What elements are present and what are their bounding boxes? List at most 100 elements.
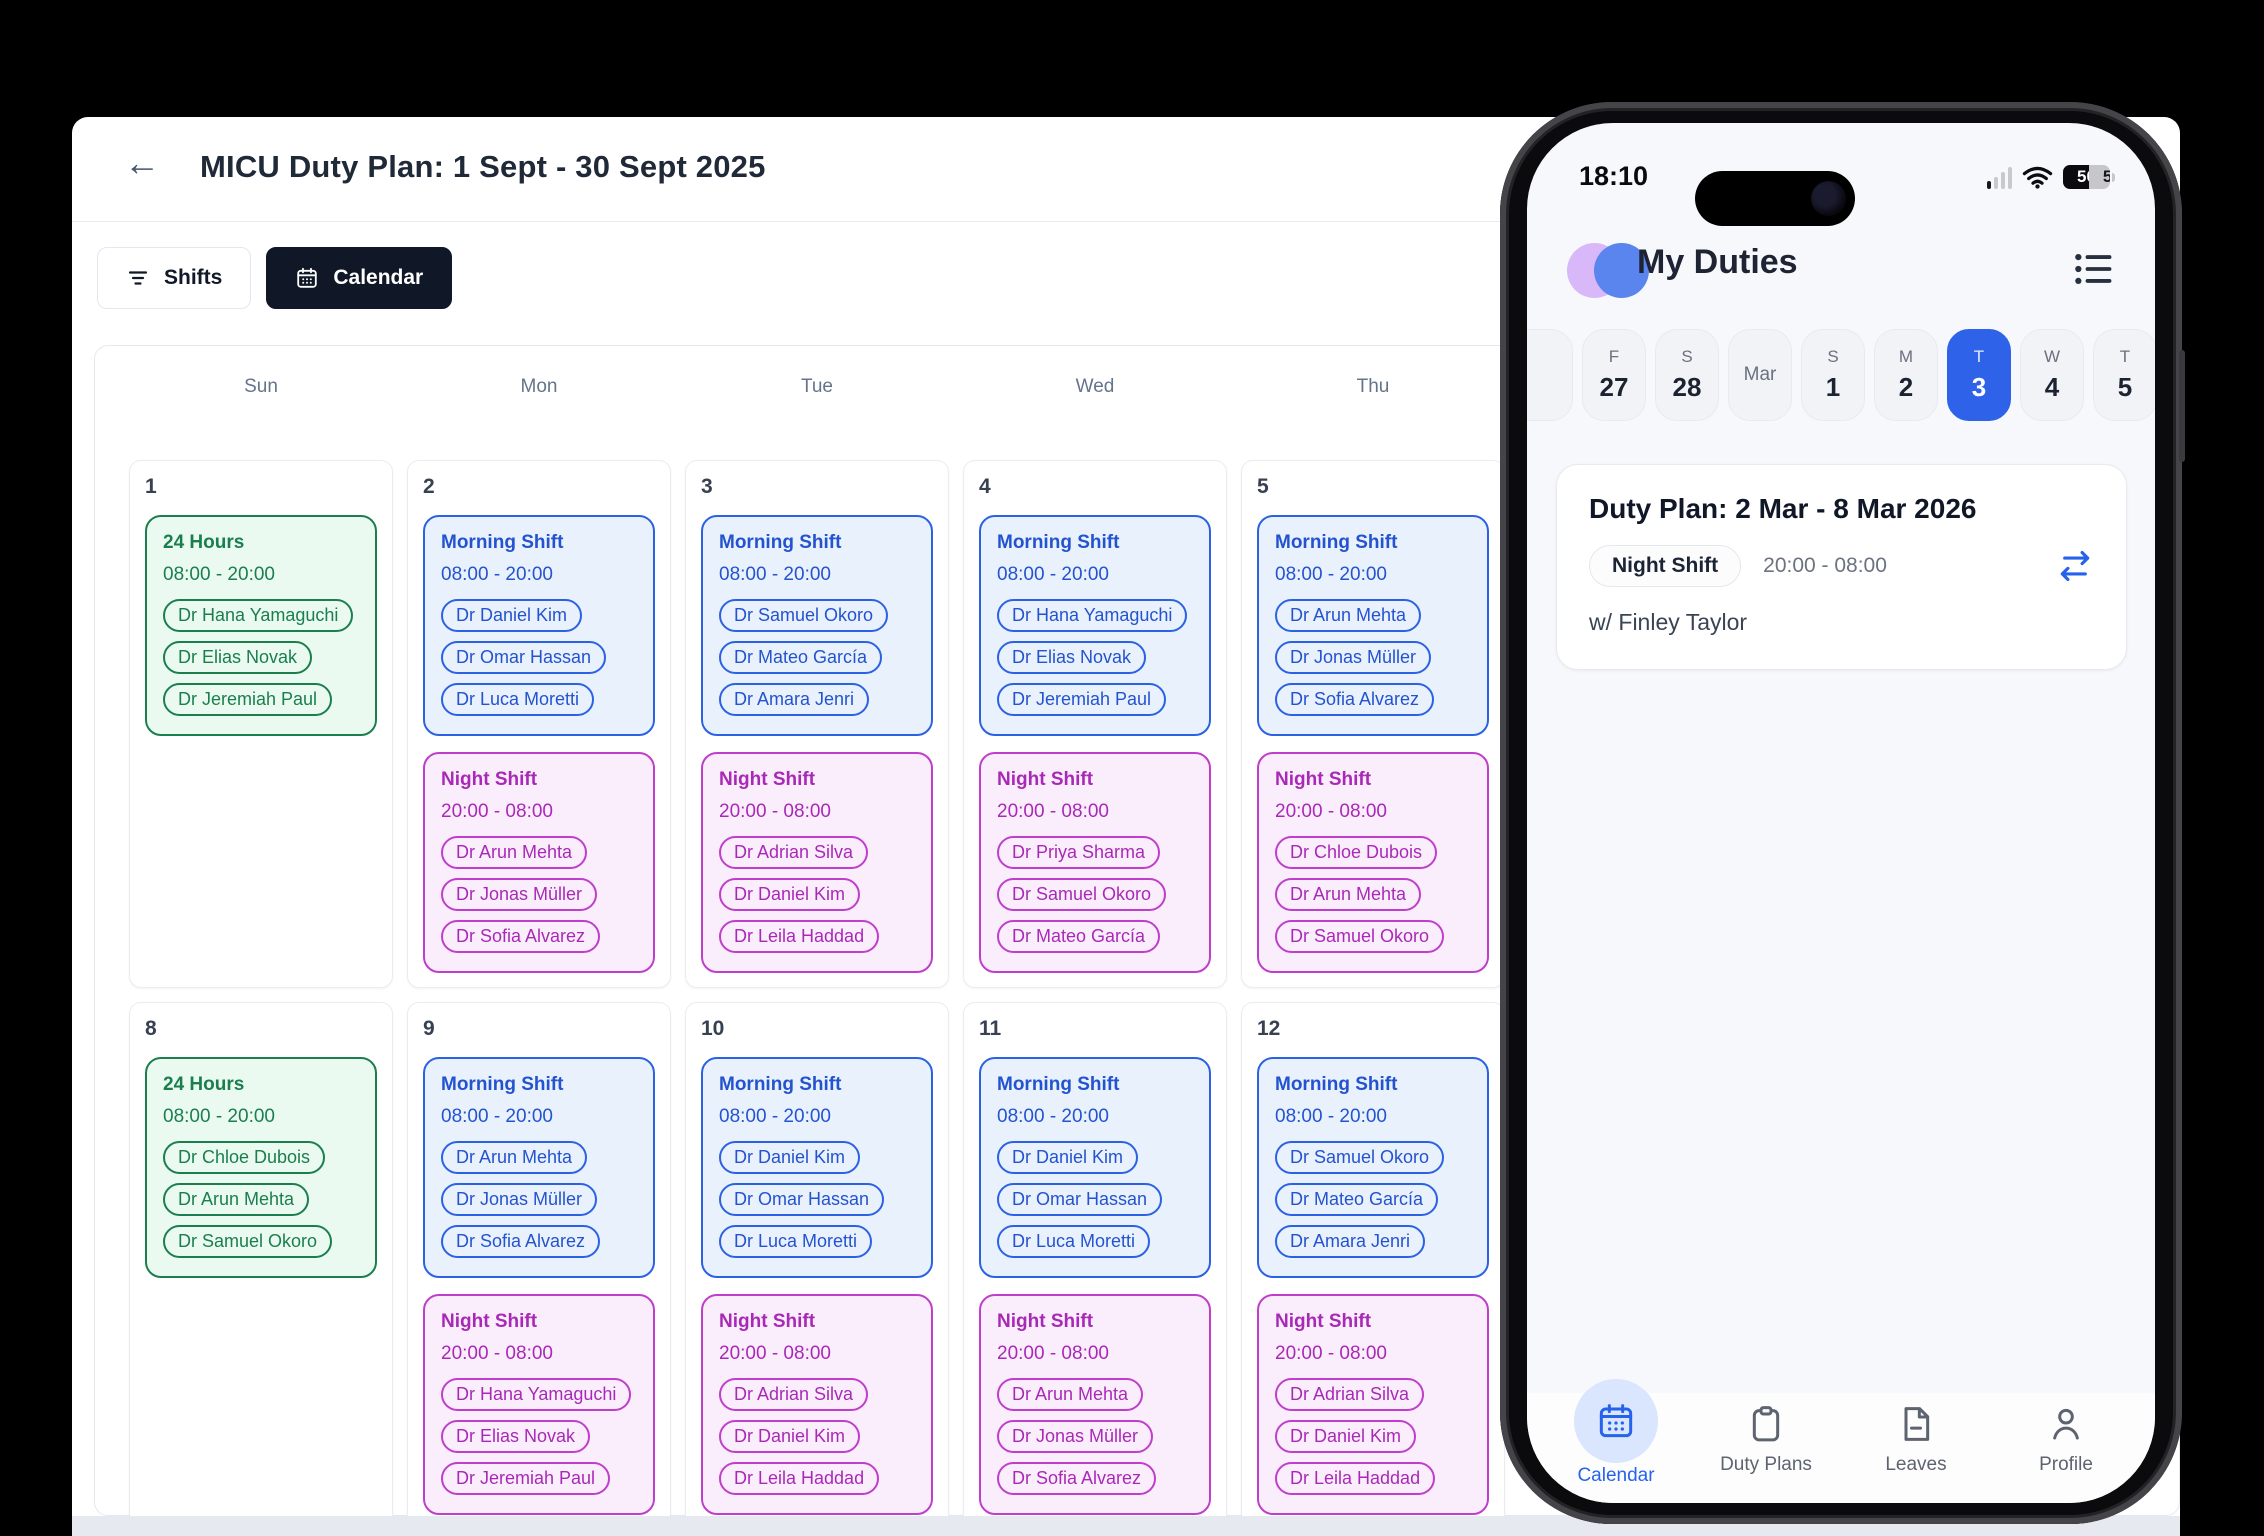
nav-item-profile[interactable]: Profile: [2007, 1393, 2125, 1503]
doctor-pill[interactable]: Dr Mateo García: [719, 641, 883, 674]
doctor-pill[interactable]: Dr Samuel Okoro: [163, 1225, 333, 1258]
doctor-pill[interactable]: Dr Jonas Müller: [441, 878, 598, 911]
doctor-pill[interactable]: Dr Sofia Alvarez: [441, 920, 601, 953]
doctor-pill[interactable]: Dr Elias Novak: [997, 641, 1147, 674]
doctor-pill[interactable]: Dr Arun Mehta: [1275, 878, 1422, 911]
back-arrow-icon[interactable]: ←: [124, 142, 160, 183]
doctor-pill[interactable]: Dr Sofia Alvarez: [1275, 683, 1435, 716]
doctor-pill[interactable]: Dr Arun Mehta: [997, 1378, 1144, 1411]
doctor-pill[interactable]: Dr Luca Moretti: [441, 683, 595, 716]
night-shift-card[interactable]: Night Shift 20:00 - 08:00 Dr Adrian Silva D…: [1257, 1294, 1489, 1515]
allday-shift-card[interactable]: 24 Hours 08:00 - 20:00 Dr Chloe Dubois Dr A…: [145, 1057, 377, 1278]
doctor-pill[interactable]: Dr Daniel Kim: [719, 1420, 861, 1453]
doctor-pill[interactable]: Dr Elias Novak: [441, 1420, 591, 1453]
doctor-pill[interactable]: Dr Daniel Kim: [441, 599, 583, 632]
swap-shift-icon[interactable]: [2056, 547, 2094, 585]
nav-item-leaves[interactable]: Leaves: [1857, 1393, 1975, 1503]
doctor-pill[interactable]: Dr Luca Moretti: [719, 1225, 873, 1258]
doctor-pill[interactable]: Dr Samuel Okoro: [1275, 920, 1445, 953]
nav-item-duty-plans[interactable]: Duty Plans: [1707, 1393, 1825, 1503]
morning-shift-card[interactable]: Morning Shift 08:00 - 20:00 Dr Daniel Kim D…: [423, 515, 655, 736]
morning-shift-card[interactable]: Morning Shift 08:00 - 20:00 Dr Arun Mehta D…: [423, 1057, 655, 1278]
night-shift-card[interactable]: Night Shift 20:00 - 08:00 Dr Arun Mehta Dr …: [423, 752, 655, 973]
morning-shift-card[interactable]: Morning Shift 08:00 - 20:00 Dr Daniel Kim D…: [979, 1057, 1211, 1278]
night-shift-card[interactable]: Night Shift 20:00 - 08:00 Dr Arun Mehta Dr …: [979, 1294, 1211, 1515]
doctor-pill[interactable]: Dr Omar Hassan: [997, 1183, 1163, 1216]
doctor-pill[interactable]: Dr Priya Sharma: [997, 836, 1161, 869]
night-shift-card[interactable]: Night Shift 20:00 - 08:00 Dr Priya Sharma D…: [979, 752, 1211, 973]
date-chip[interactable]: S 28: [1655, 329, 1719, 421]
doctor-pill[interactable]: Dr Adrian Silva: [1275, 1378, 1425, 1411]
doctor-pill[interactable]: Dr Omar Hassan: [441, 641, 607, 674]
doctor-pill[interactable]: Dr Daniel Kim: [719, 1141, 861, 1174]
day-cell[interactable]: 2 Morning Shift 08:00 - 20:00 Dr Daniel Kim…: [407, 460, 671, 988]
doctor-pill[interactable]: Dr Luca Moretti: [997, 1225, 1151, 1258]
doctor-pill[interactable]: Dr Amara Jenri: [719, 683, 870, 716]
day-cell[interactable]: 1 24 Hours 08:00 - 20:00 Dr Hana Yamaguchi D…: [129, 460, 393, 988]
morning-shift-card[interactable]: Morning Shift 08:00 - 20:00 Dr Arun Mehta D…: [1257, 515, 1489, 736]
doctor-pill[interactable]: Dr Mateo García: [1275, 1183, 1439, 1216]
doctor-pill[interactable]: Dr Hana Yamaguchi: [163, 599, 354, 632]
doctor-pill[interactable]: Dr Hana Yamaguchi: [441, 1378, 632, 1411]
doctor-pill[interactable]: Dr Chloe Dubois: [163, 1141, 326, 1174]
doctor-pill[interactable]: Dr Leila Haddad: [719, 1462, 880, 1495]
doctor-pill[interactable]: Dr Samuel Okoro: [719, 599, 889, 632]
doctor-pill[interactable]: Dr Daniel Kim: [997, 1141, 1139, 1174]
shifts-button[interactable]: Shifts: [97, 247, 252, 309]
doctor-pill[interactable]: Dr Jeremiah Paul: [163, 683, 333, 716]
doctor-pill[interactable]: Dr Samuel Okoro: [1275, 1141, 1445, 1174]
doctor-pill[interactable]: Dr Leila Haddad: [719, 920, 880, 953]
doctor-pill[interactable]: Dr Jonas Müller: [997, 1420, 1154, 1453]
night-shift-card[interactable]: Night Shift 20:00 - 08:00 Dr Chloe Dubois D…: [1257, 752, 1489, 973]
morning-shift-card[interactable]: Morning Shift 08:00 - 20:00 Dr Hana Yamagu…: [979, 515, 1211, 736]
day-cell[interactable]: 12 Morning Shift 08:00 - 20:00 Dr Samuel Ok…: [1241, 1002, 1505, 1530]
duty-plan-card[interactable]: Duty Plan: 2 Mar - 8 Mar 2026 Night Shif…: [1556, 464, 2127, 670]
doctor-pill[interactable]: Dr Jeremiah Paul: [441, 1462, 611, 1495]
morning-shift-card[interactable]: Morning Shift 08:00 - 20:00 Dr Daniel Kim D…: [701, 1057, 933, 1278]
doctor-pill[interactable]: Dr Sofia Alvarez: [997, 1462, 1157, 1495]
doctor-pill[interactable]: Dr Adrian Silva: [719, 1378, 869, 1411]
night-shift-card[interactable]: Night Shift 20:00 - 08:00 Dr Adrian Silva D…: [701, 1294, 933, 1515]
date-chip[interactable]: F 27: [1582, 329, 1646, 421]
doctor-pill[interactable]: Dr Daniel Kim: [1275, 1420, 1417, 1453]
nav-item-calendar[interactable]: Calendar: [1557, 1379, 1675, 1503]
doctor-pill[interactable]: Dr Sofia Alvarez: [441, 1225, 601, 1258]
night-shift-card[interactable]: Night Shift 20:00 - 08:00 Dr Adrian Silva D…: [701, 752, 933, 973]
doctor-pill[interactable]: Dr Chloe Dubois: [1275, 836, 1438, 869]
doctor-pill[interactable]: Dr Jeremiah Paul: [997, 683, 1167, 716]
doctor-pill[interactable]: Dr Arun Mehta: [1275, 599, 1422, 632]
night-shift-card[interactable]: Night Shift 20:00 - 08:00 Dr Hana Yamaguch…: [423, 1294, 655, 1515]
calendar-view-button[interactable]: Calendar: [266, 247, 453, 309]
day-cell[interactable]: 5 Morning Shift 08:00 - 20:00 Dr Arun Mehta…: [1241, 460, 1505, 988]
doctor-pill[interactable]: Dr Amara Jenri: [1275, 1225, 1426, 1258]
doctor-pill[interactable]: Dr Hana Yamaguchi: [997, 599, 1188, 632]
doctor-pill[interactable]: Dr Jonas Müller: [1275, 641, 1432, 674]
day-cell[interactable]: 11 Morning Shift 08:00 - 20:00 Dr Daniel Ki…: [963, 1002, 1227, 1530]
day-cell[interactable]: 10 Morning Shift 08:00 - 20:00 Dr Daniel Ki…: [685, 1002, 949, 1530]
doctor-pill[interactable]: Dr Daniel Kim: [719, 878, 861, 911]
doctor-pill[interactable]: Dr Samuel Okoro: [997, 878, 1167, 911]
doctor-pill[interactable]: Dr Adrian Silva: [719, 836, 869, 869]
doctor-pill[interactable]: Dr Elias Novak: [163, 641, 313, 674]
day-cell[interactable]: 8 24 Hours 08:00 - 20:00 Dr Chloe Dubois Dr …: [129, 1002, 393, 1530]
date-chip-partial[interactable]: [1527, 329, 1573, 421]
doctor-pill[interactable]: Dr Arun Mehta: [441, 1141, 588, 1174]
month-chip[interactable]: Mar: [1728, 329, 1792, 421]
allday-shift-card[interactable]: 24 Hours 08:00 - 20:00 Dr Hana Yamaguchi Dr…: [145, 515, 377, 736]
day-cell[interactable]: 9 Morning Shift 08:00 - 20:00 Dr Arun Mehta…: [407, 1002, 671, 1530]
doctor-pill[interactable]: Dr Omar Hassan: [719, 1183, 885, 1216]
doctor-pill[interactable]: Dr Leila Haddad: [1275, 1462, 1436, 1495]
day-cell[interactable]: 4 Morning Shift 08:00 - 20:00 Dr Hana Yamag…: [963, 460, 1227, 988]
doctor-pill[interactable]: Dr Arun Mehta: [441, 836, 588, 869]
doctor-pill[interactable]: Dr Jonas Müller: [441, 1183, 598, 1216]
doctor-pill[interactable]: Dr Arun Mehta: [163, 1183, 310, 1216]
day-cell[interactable]: 3 Morning Shift 08:00 - 20:00 Dr Samuel Oko…: [685, 460, 949, 988]
list-view-icon[interactable]: [2071, 247, 2115, 291]
morning-shift-card[interactable]: Morning Shift 08:00 - 20:00 Dr Samuel Okor…: [701, 515, 933, 736]
morning-shift-card[interactable]: Morning Shift 08:00 - 20:00 Dr Samuel Okor…: [1257, 1057, 1489, 1278]
